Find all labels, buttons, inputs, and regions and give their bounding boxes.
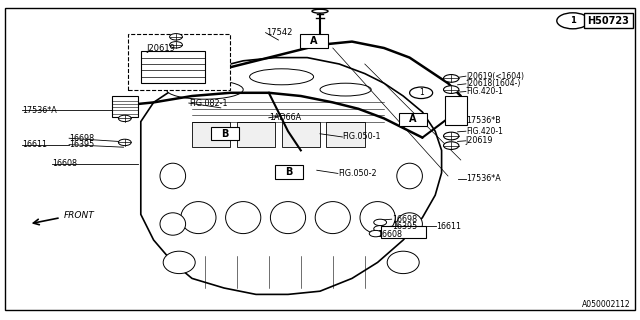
Ellipse shape bbox=[320, 83, 371, 96]
Circle shape bbox=[374, 226, 387, 232]
Circle shape bbox=[444, 86, 459, 93]
Text: 16611: 16611 bbox=[22, 140, 47, 149]
Bar bbox=[192, 122, 230, 147]
Text: 17536*A: 17536*A bbox=[22, 106, 57, 115]
Ellipse shape bbox=[360, 202, 396, 234]
Text: 1: 1 bbox=[570, 16, 576, 25]
Text: A: A bbox=[409, 114, 417, 124]
Bar bbox=[112, 96, 138, 117]
Bar bbox=[584, 13, 633, 28]
Circle shape bbox=[369, 230, 382, 237]
Bar bbox=[141, 51, 205, 83]
Polygon shape bbox=[141, 58, 442, 294]
Text: 16395: 16395 bbox=[69, 140, 94, 149]
Text: A050002112: A050002112 bbox=[582, 300, 630, 309]
Text: 1: 1 bbox=[419, 88, 424, 97]
Text: 17536*A: 17536*A bbox=[466, 174, 500, 183]
Ellipse shape bbox=[226, 202, 261, 234]
FancyBboxPatch shape bbox=[211, 127, 239, 140]
Text: B: B bbox=[221, 129, 229, 139]
Circle shape bbox=[118, 115, 131, 122]
Circle shape bbox=[170, 34, 182, 40]
Text: J20619: J20619 bbox=[466, 136, 493, 145]
Text: J20618(1604-): J20618(1604-) bbox=[466, 79, 520, 88]
Text: 16395: 16395 bbox=[392, 222, 417, 231]
Text: A: A bbox=[310, 36, 317, 46]
Ellipse shape bbox=[160, 213, 186, 235]
Text: 17536*B: 17536*B bbox=[466, 116, 500, 125]
Bar bbox=[282, 122, 320, 147]
Ellipse shape bbox=[397, 213, 422, 235]
Ellipse shape bbox=[312, 9, 328, 13]
Text: H50723: H50723 bbox=[588, 16, 629, 26]
Ellipse shape bbox=[163, 251, 195, 274]
Circle shape bbox=[280, 166, 299, 176]
Text: FIG.050-2: FIG.050-2 bbox=[338, 169, 376, 178]
Circle shape bbox=[410, 87, 433, 99]
Text: FIG.420-1: FIG.420-1 bbox=[466, 127, 503, 136]
Ellipse shape bbox=[160, 163, 186, 189]
Text: 16611: 16611 bbox=[436, 222, 461, 231]
Ellipse shape bbox=[397, 163, 422, 189]
Ellipse shape bbox=[250, 69, 314, 85]
FancyBboxPatch shape bbox=[275, 165, 303, 179]
Bar bbox=[381, 226, 426, 238]
Text: FIG.050-1: FIG.050-1 bbox=[342, 132, 381, 141]
Text: 16608: 16608 bbox=[378, 230, 403, 239]
Circle shape bbox=[374, 219, 387, 226]
Text: 17542: 17542 bbox=[266, 28, 292, 37]
Ellipse shape bbox=[181, 202, 216, 234]
Text: 16698: 16698 bbox=[392, 215, 417, 224]
Bar bbox=[326, 122, 365, 147]
Bar bbox=[128, 34, 230, 90]
Circle shape bbox=[444, 75, 459, 82]
Text: FIG.082-1: FIG.082-1 bbox=[189, 99, 227, 108]
Ellipse shape bbox=[270, 202, 306, 234]
Text: 16698: 16698 bbox=[69, 134, 94, 143]
Circle shape bbox=[444, 142, 459, 149]
Text: FIG.420-1: FIG.420-1 bbox=[466, 87, 503, 96]
Text: J20619(<1604): J20619(<1604) bbox=[466, 72, 524, 81]
Ellipse shape bbox=[166, 80, 243, 99]
Ellipse shape bbox=[387, 251, 419, 274]
Circle shape bbox=[216, 128, 235, 138]
Circle shape bbox=[444, 132, 459, 140]
Bar bbox=[237, 122, 275, 147]
Circle shape bbox=[118, 139, 131, 146]
Text: FRONT: FRONT bbox=[64, 212, 95, 220]
Text: B: B bbox=[285, 167, 293, 177]
Ellipse shape bbox=[315, 202, 351, 234]
Text: 1AD66A: 1AD66A bbox=[269, 113, 301, 122]
FancyBboxPatch shape bbox=[399, 113, 427, 126]
Text: 16608: 16608 bbox=[52, 159, 77, 168]
Text: J20619: J20619 bbox=[146, 44, 175, 53]
FancyBboxPatch shape bbox=[300, 34, 328, 48]
Circle shape bbox=[170, 42, 182, 48]
Circle shape bbox=[557, 13, 589, 29]
Bar bbox=[445, 96, 467, 125]
